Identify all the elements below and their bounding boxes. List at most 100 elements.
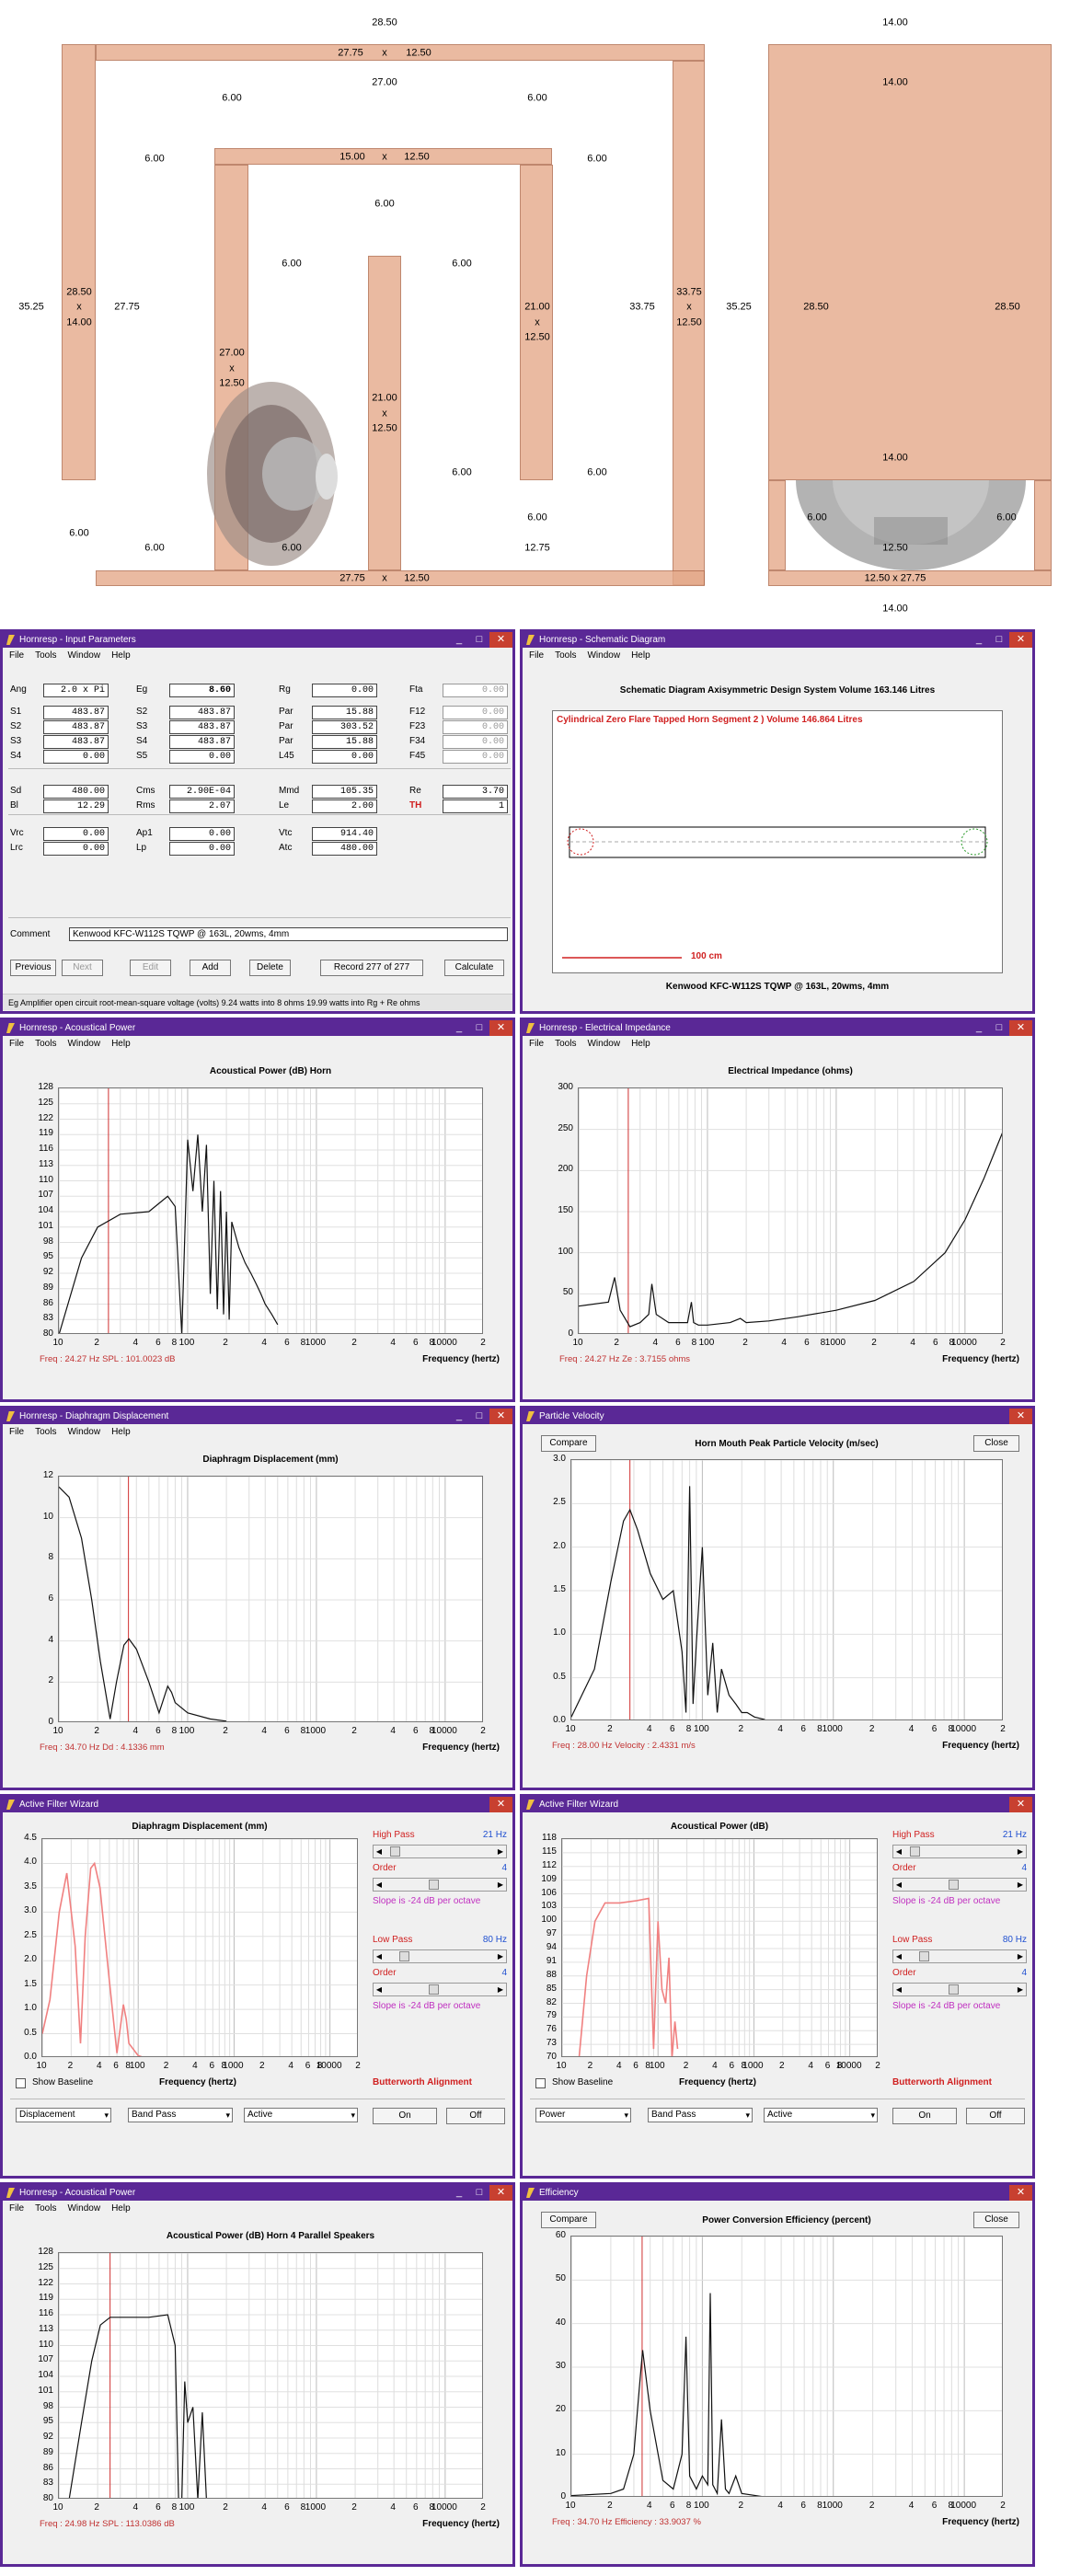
slider-left-arrow[interactable]: ◀ [895,1847,903,1856]
compare-button[interactable]: Compare [541,2212,596,2228]
filter-slider[interactable]: ◀ ▶ [892,1949,1027,1963]
param-field[interactable]: 0.00 [443,750,508,764]
close-icon[interactable]: ✕ [489,632,512,648]
filter-slider[interactable]: ◀ ▶ [373,1845,507,1858]
menu-window[interactable]: Window [67,1039,101,1049]
close-icon[interactable]: ✕ [1009,1409,1032,1424]
slider-right-arrow[interactable]: ▶ [497,1952,504,1961]
slider-thumb[interactable] [429,1984,439,1995]
slider-right-arrow[interactable]: ▶ [497,1880,504,1889]
menu-file[interactable]: File [9,1039,25,1049]
filter-kind-select[interactable]: Active [244,2108,358,2122]
menu-help[interactable]: Help [631,1039,650,1049]
minimize-icon[interactable]: _ [455,1410,463,1421]
param-field[interactable]: 0.00 [169,842,235,856]
menu-file[interactable]: File [529,650,545,661]
off-button[interactable]: Off [966,2108,1025,2124]
menu-file[interactable]: File [9,650,25,661]
filter-slider[interactable]: ◀ ▶ [892,1845,1027,1858]
param-field[interactable]: 0.00 [312,750,377,764]
param-field[interactable]: 0.00 [169,750,235,764]
maximize-icon[interactable]: □ [476,2187,483,2198]
minimize-icon[interactable]: _ [455,634,463,645]
minimize-icon[interactable]: _ [455,1022,463,1033]
param-field[interactable]: 483.87 [43,735,109,749]
close-button[interactable]: Close [973,2212,1019,2228]
param-field[interactable]: 3.70 [443,785,508,799]
param-field[interactable]: 0.00 [443,720,508,734]
menu-file[interactable]: File [529,1039,545,1049]
maximize-icon[interactable]: □ [476,1410,483,1421]
close-icon[interactable]: ✕ [489,1797,512,1812]
param-field[interactable]: 303.52 [312,720,377,734]
param-field[interactable]: 483.87 [43,720,109,734]
slider-thumb[interactable] [919,1951,929,1961]
mode-select[interactable]: Displacement [16,2108,111,2122]
param-field[interactable]: 0.00 [443,706,508,719]
filter-slider[interactable]: ◀ ▶ [892,1983,1027,1996]
menu-tools[interactable]: Tools [555,650,577,661]
slider-thumb[interactable] [390,1846,400,1857]
delete-button[interactable]: Delete [249,960,291,976]
mode-select[interactable]: Power [535,2108,631,2122]
param-field[interactable]: 1 [443,799,508,813]
menu-help[interactable]: Help [111,650,131,661]
filter-kind-select[interactable]: Active [764,2108,878,2122]
slider-right-arrow[interactable]: ▶ [1017,1847,1024,1856]
slider-left-arrow[interactable]: ◀ [375,1847,383,1856]
param-field[interactable]: 0.00 [312,684,377,697]
show-baseline-checkbox[interactable] [16,2078,26,2088]
param-field[interactable]: 483.87 [169,720,235,734]
param-field[interactable]: 0.00 [443,684,508,697]
param-field[interactable]: 12.29 [43,799,109,813]
close-icon[interactable]: ✕ [489,2185,512,2201]
slider-left-arrow[interactable]: ◀ [895,1880,903,1889]
filter-slider[interactable]: ◀ ▶ [892,1878,1027,1892]
close-icon[interactable]: ✕ [1009,632,1032,648]
filter-slider[interactable]: ◀ ▶ [373,1983,507,1996]
param-field[interactable]: 2.90E-04 [169,785,235,799]
filter-slider[interactable]: ◀ ▶ [373,1878,507,1892]
calculate-button[interactable]: Calculate [444,960,504,976]
slider-right-arrow[interactable]: ▶ [1017,1880,1024,1889]
param-field[interactable]: 2.0 x Pi [43,684,109,697]
param-field[interactable]: 914.40 [312,827,377,841]
compare-button[interactable]: Compare [541,1435,596,1452]
filter-type-select[interactable]: Band Pass [648,2108,753,2122]
menu-help[interactable]: Help [111,1039,131,1049]
maximize-icon[interactable]: □ [995,1022,1003,1033]
param-field[interactable]: 2.07 [169,799,235,813]
menu-file[interactable]: File [9,2203,25,2214]
slider-right-arrow[interactable]: ▶ [497,1847,504,1856]
param-field[interactable]: 483.87 [169,735,235,749]
menu-tools[interactable]: Tools [35,2203,57,2214]
menu-window[interactable]: Window [67,650,101,661]
on-button[interactable]: On [373,2108,437,2124]
maximize-icon[interactable]: □ [995,634,1003,645]
slider-thumb[interactable] [429,1880,439,1890]
slider-left-arrow[interactable]: ◀ [895,1985,903,1994]
param-field[interactable]: 0.00 [43,827,109,841]
previous-button[interactable]: Previous [10,960,56,976]
close-button[interactable]: Close [973,1435,1019,1452]
slider-right-arrow[interactable]: ▶ [1017,1952,1024,1961]
close-icon[interactable]: ✕ [1009,2185,1032,2201]
slider-left-arrow[interactable]: ◀ [375,1880,383,1889]
off-button[interactable]: Off [446,2108,505,2124]
slider-thumb[interactable] [399,1951,409,1961]
slider-thumb[interactable] [949,1984,959,1995]
close-icon[interactable]: ✕ [1009,1020,1032,1036]
slider-thumb[interactable] [949,1880,959,1890]
slider-thumb[interactable] [910,1846,920,1857]
param-field[interactable]: 15.88 [312,735,377,749]
param-field[interactable]: 0.00 [443,735,508,749]
filter-slider[interactable]: ◀ ▶ [373,1949,507,1963]
param-field[interactable]: 15.88 [312,706,377,719]
param-field[interactable]: 0.00 [43,750,109,764]
param-field[interactable]: 483.87 [43,706,109,719]
on-button[interactable]: On [892,2108,957,2124]
comment-field[interactable]: Kenwood KFC-W112S TQWP @ 163L, 20wms, 4m… [69,927,508,941]
add-button[interactable]: Add [190,960,231,976]
param-field[interactable]: 480.00 [43,785,109,799]
param-field[interactable]: 483.87 [169,706,235,719]
